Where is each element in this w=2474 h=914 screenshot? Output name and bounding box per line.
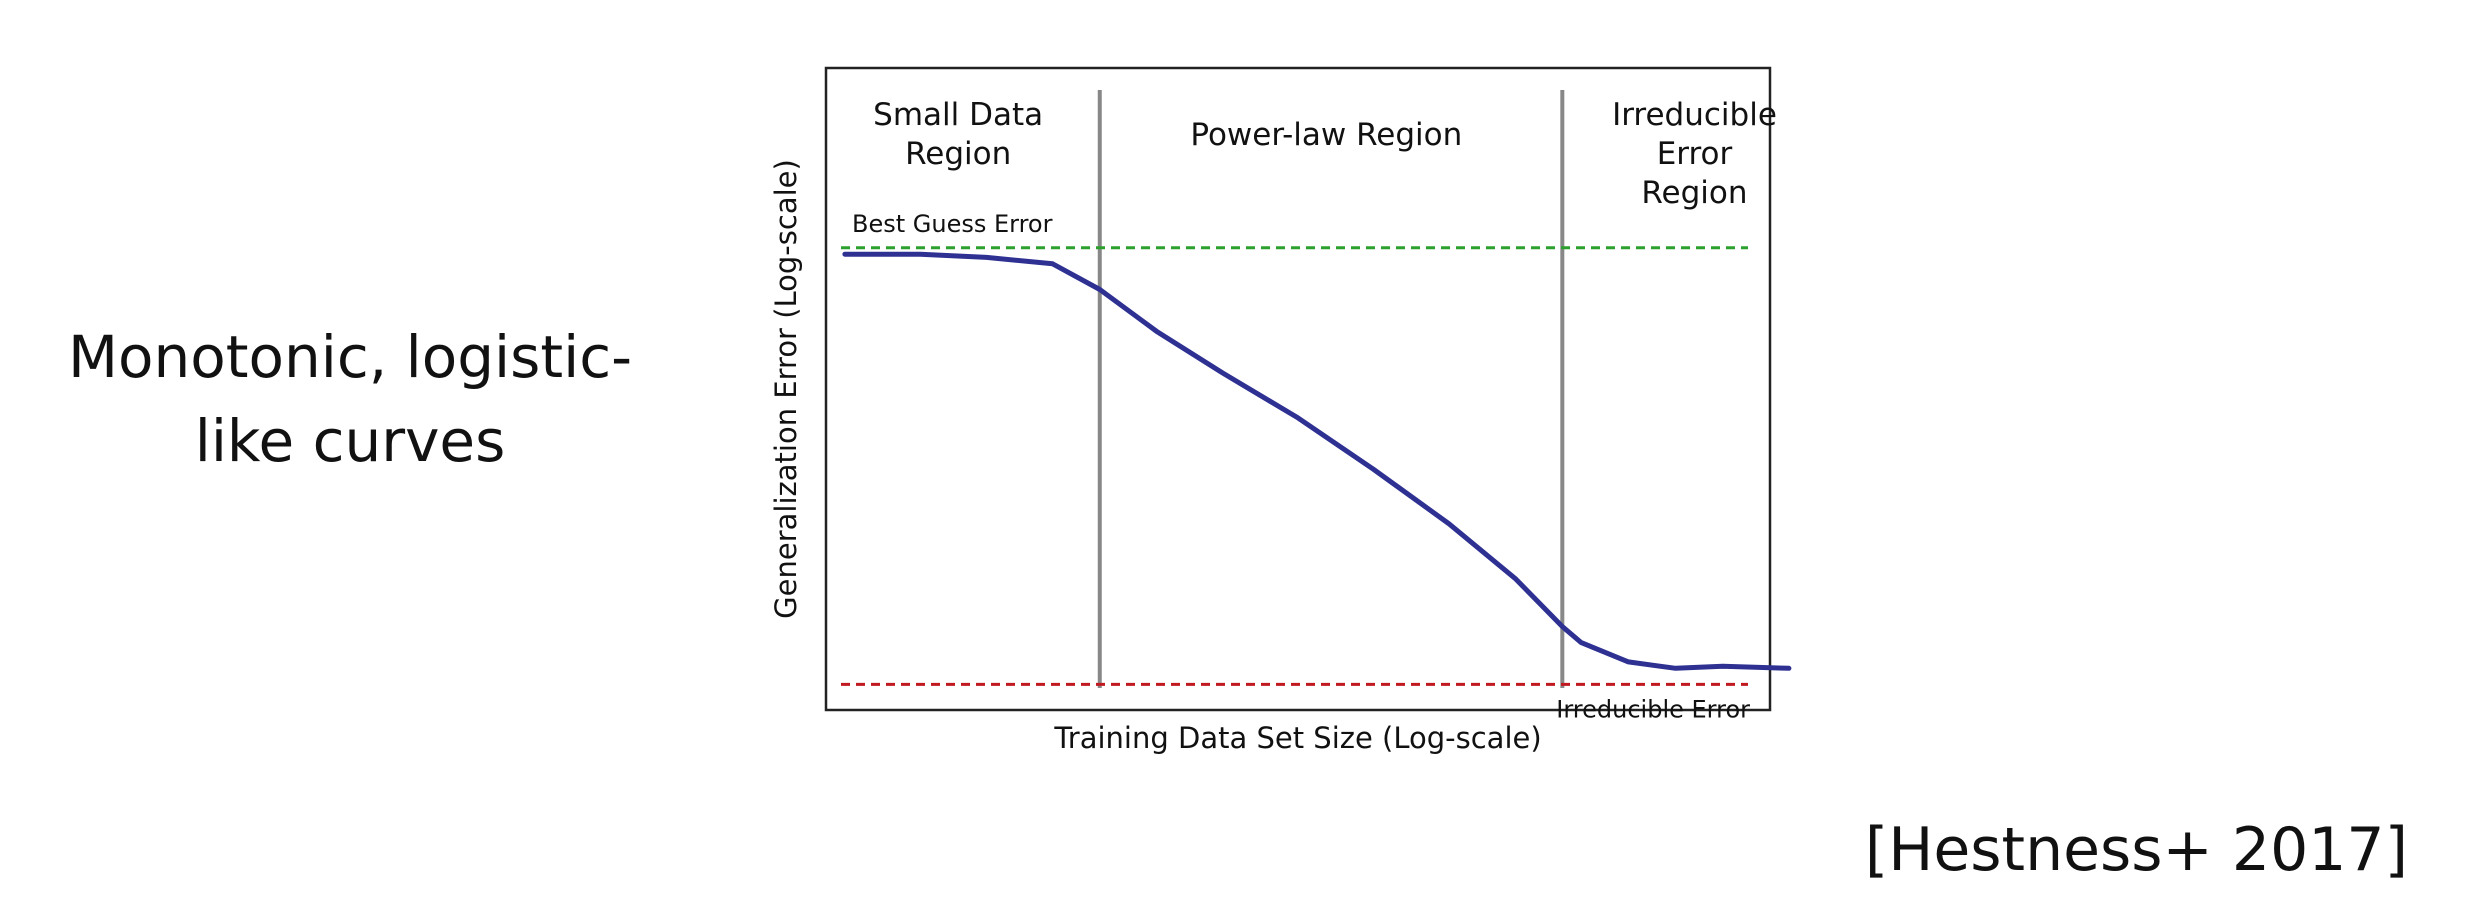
region-label: Small Data bbox=[873, 97, 1043, 133]
slide-caption-line: like curves bbox=[194, 407, 506, 475]
y-axis-label: Generalization Error (Log-scale) bbox=[769, 159, 803, 619]
slide-caption: Monotonic, logistic- like curves bbox=[40, 315, 660, 483]
data-series bbox=[842, 251, 1792, 671]
reference-line-label: Irreducible Error bbox=[1556, 695, 1750, 723]
region-label: Region bbox=[1641, 175, 1747, 211]
reference-line-label: Best Guess Error bbox=[852, 210, 1053, 238]
region-label: Region bbox=[905, 136, 1011, 172]
reference-lines: Best Guess Error Irreducible Error bbox=[841, 210, 1750, 723]
x-axis-label: Training Data Set Size (Log-scale) bbox=[1053, 721, 1541, 755]
citation: [Hestness+ 2017] bbox=[1864, 815, 2408, 885]
region-label: Power-law Region bbox=[1190, 117, 1462, 153]
plot-frame bbox=[824, 66, 1772, 712]
slide-caption-line: Monotonic, logistic- bbox=[67, 323, 633, 391]
region-label: Irreducible bbox=[1612, 97, 1777, 133]
region-label: Error bbox=[1657, 136, 1733, 172]
region-boundaries bbox=[1097, 90, 1565, 688]
series-line-1 bbox=[842, 251, 1792, 671]
